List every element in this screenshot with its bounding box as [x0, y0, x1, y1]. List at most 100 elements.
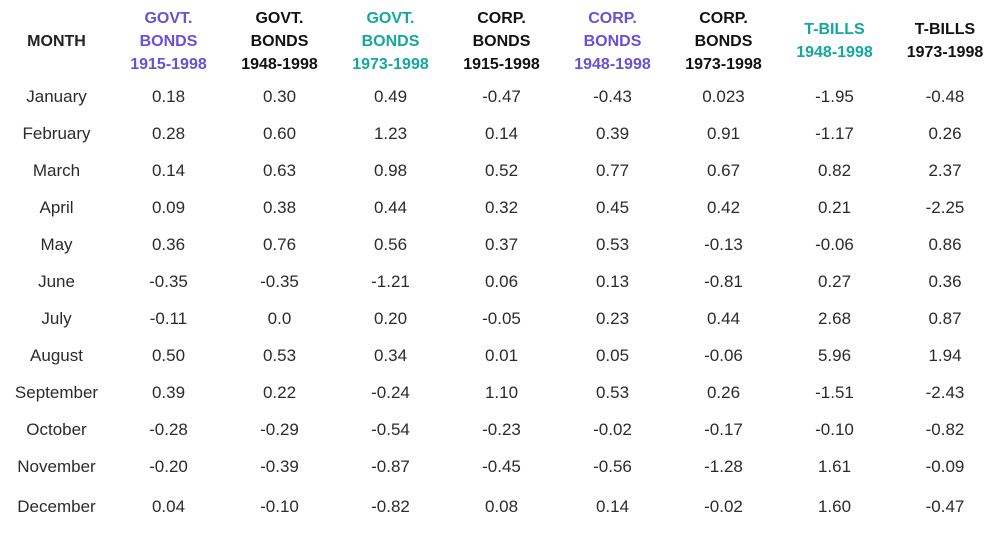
value-cell: 0.67 [706, 160, 741, 180]
column-header-line: 1973-1998 [685, 55, 762, 73]
column-header-line: 1948-1998 [241, 55, 318, 73]
value-cell: 0.30 [262, 86, 297, 106]
month-cell: May [40, 234, 73, 254]
column-header: CORP. BONDS 1973-1998 [668, 4, 779, 78]
column-header-line: GOVT. [144, 9, 193, 27]
value-cell: -0.82 [371, 497, 410, 516]
value-cell: 0.63 [262, 160, 297, 180]
value-cell: 0.44 [706, 308, 741, 328]
table-row: April 0.09 0.38 0.44 0.32 0.45 0.42 0.21 -2.25 [0, 189, 1000, 226]
value-cell: -0.02 [593, 419, 632, 439]
value-cell: 0.06 [484, 271, 519, 291]
table-row: May 0.36 0.76 0.56 0.37 0.53 -0.13 -0.06 0.86 [0, 226, 1000, 263]
value-cell: 0.52 [484, 160, 519, 180]
value-cell: -0.23 [482, 419, 521, 439]
column-header: CORP. BONDS 1948-1998 [557, 4, 668, 78]
value-cell: 0.34 [373, 345, 408, 365]
value-cell: 0.09 [151, 197, 186, 217]
value-cell: 0.37 [484, 234, 519, 254]
value-cell: 0.53 [262, 345, 297, 365]
value-cell: 0.023 [702, 86, 745, 106]
column-header-line: BONDS [472, 32, 531, 50]
column-header-line: 1948-1998 [796, 44, 873, 61]
value-cell: -0.82 [925, 419, 965, 439]
value-cell: -0.10 [815, 419, 854, 439]
value-cell: -0.09 [925, 456, 965, 476]
value-cell: -0.17 [704, 419, 743, 439]
value-cell: 0.04 [151, 497, 186, 516]
value-cell: 0.36 [928, 271, 962, 291]
value-cell: 0.53 [595, 234, 630, 254]
value-cell: 0.82 [817, 160, 852, 180]
value-cell: 0.0 [267, 308, 292, 328]
value-cell: 0.44 [373, 197, 408, 217]
table-row: August 0.50 0.53 0.34 0.01 0.05 -0.06 5.96 1.94 [0, 337, 1000, 374]
value-cell: 0.14 [595, 497, 630, 516]
column-header-line: BONDS [361, 32, 420, 50]
table-row: September 0.39 0.22 -0.24 1.10 0.53 0.26 -1.51 -… [0, 374, 1000, 411]
value-cell: -0.48 [925, 86, 965, 106]
value-cell: 0.38 [262, 197, 297, 217]
value-cell: 0.50 [151, 345, 186, 365]
value-cell: 0.20 [373, 308, 408, 328]
month-cell: January [26, 86, 87, 106]
column-header: GOVT. BONDS 1948-1998 [224, 4, 335, 78]
value-cell: 0.32 [484, 197, 519, 217]
value-cell: -2.43 [925, 382, 965, 402]
month-cell: August [30, 345, 83, 365]
value-cell: -0.35 [149, 271, 188, 291]
table-row: November -0.20 -0.39 -0.87 -0.45 -0.56 -1.28 1.… [0, 448, 1000, 485]
value-cell: 0.76 [262, 234, 297, 254]
value-cell: 0.13 [595, 271, 630, 291]
column-header-line: CORP. [699, 9, 748, 27]
value-cell: 0.23 [595, 308, 630, 328]
value-cell: -1.21 [371, 271, 410, 291]
value-cell: -0.13 [704, 234, 743, 254]
value-cell: -0.02 [704, 497, 743, 516]
column-header-line: BONDS [139, 32, 198, 50]
value-cell: -1.28 [704, 456, 743, 476]
table-row: June -0.35 -0.35 -1.21 0.06 0.13 -0.81 0.27 0.36 [0, 263, 1000, 300]
value-cell: 0.05 [595, 345, 630, 365]
value-cell: 0.42 [706, 197, 741, 217]
column-header-line: 1973-1998 [352, 55, 429, 73]
value-cell: -0.06 [704, 345, 743, 365]
value-cell: 5.96 [817, 345, 852, 365]
value-cell: -0.20 [149, 456, 188, 476]
value-cell: 0.86 [928, 234, 962, 254]
column-header-line: T-BILLS [914, 21, 976, 38]
value-cell: -0.56 [593, 456, 632, 476]
table-row: October -0.28 -0.29 -0.54 -0.23 -0.02 -0.17 -0.… [0, 411, 1000, 448]
value-cell: -0.45 [482, 456, 521, 476]
column-header: T-BILLS 1973-1998 [890, 4, 1000, 78]
header-row: MONTH GOVT. BONDS 1915-1998 GOVT. BONDS 1948-… [0, 4, 1000, 78]
column-header-line: GOVT. [255, 9, 304, 27]
value-cell: 1.61 [817, 456, 852, 476]
value-cell: 1.60 [817, 497, 852, 516]
value-cell: 2.37 [928, 160, 962, 180]
column-header-line: T-BILLS [804, 21, 865, 38]
column-header-line: 1915-1998 [463, 55, 540, 73]
column-header: T-BILLS 1948-1998 [779, 4, 890, 78]
value-cell: 0.49 [373, 86, 408, 106]
month-cell: September [14, 382, 99, 402]
value-cell: 0.36 [151, 234, 186, 254]
month-cell: February [22, 123, 91, 143]
value-cell: -0.06 [815, 234, 854, 254]
value-cell: 0.56 [373, 234, 408, 254]
value-cell: -1.17 [815, 123, 854, 143]
month-cell: July [41, 308, 72, 328]
column-header-line: BONDS [694, 32, 753, 50]
value-cell: -0.47 [925, 497, 965, 516]
value-cell: 0.21 [817, 197, 852, 217]
value-cell: 0.45 [595, 197, 630, 217]
month-cell: December [17, 497, 96, 516]
value-cell: 1.10 [484, 382, 519, 402]
column-header-line: CORP. [477, 9, 526, 27]
column-header: GOVT. BONDS 1973-1998 [335, 4, 446, 78]
value-cell: -0.35 [260, 271, 299, 291]
value-cell: 2.68 [817, 308, 852, 328]
table-row: February 0.28 0.60 1.23 0.14 0.39 0.91 -1.17 0.2… [0, 115, 1000, 152]
value-cell: 0.26 [928, 123, 962, 143]
value-cell: -0.43 [593, 86, 632, 106]
